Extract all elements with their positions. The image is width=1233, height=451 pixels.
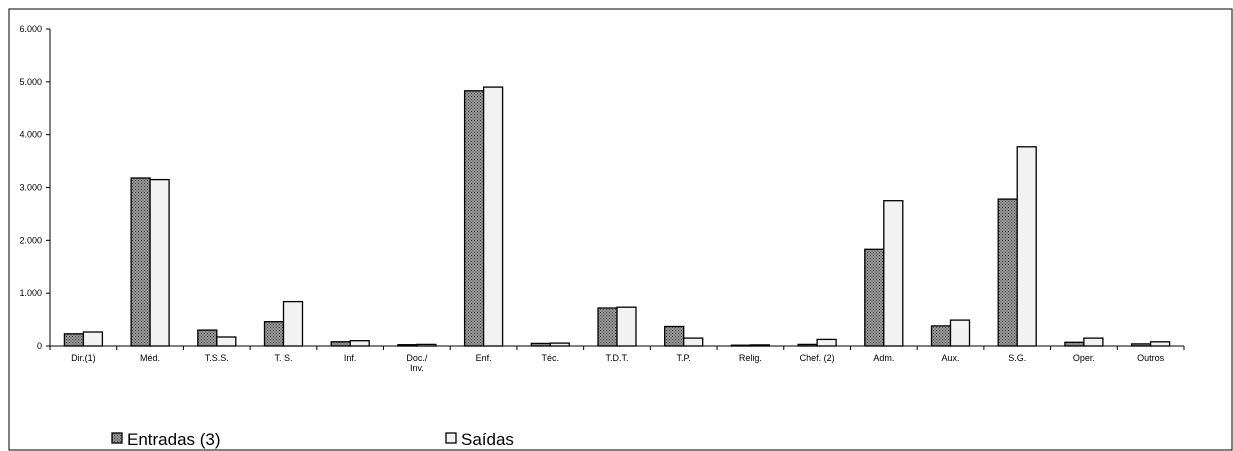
- bar-saidas: [149, 178, 170, 347]
- x-category-label: T. S.: [274, 353, 292, 363]
- legend-swatch: [111, 432, 123, 444]
- x-category-label: Aux.: [942, 353, 960, 363]
- bar-entradas: [263, 321, 285, 347]
- x-category-label: T.S.S.: [205, 353, 229, 363]
- chart-border: [8, 8, 1233, 451]
- y-tick-label: 5.000: [19, 77, 42, 87]
- bar-entradas: [130, 177, 151, 347]
- bar-saidas: [482, 86, 504, 347]
- bar-saidas: [683, 337, 704, 347]
- bar-entradas: [864, 248, 885, 347]
- x-category-label: Méd.: [140, 353, 160, 363]
- x-category-label: S.G.: [1008, 353, 1026, 363]
- y-tick-label: 4.000: [19, 130, 42, 140]
- y-tick-label: 1.000: [19, 288, 42, 298]
- x-category-label: Téc.: [542, 353, 560, 363]
- bar-saidas: [416, 343, 437, 347]
- y-tick-label: 2.000: [19, 235, 42, 245]
- bar-entradas: [530, 342, 551, 347]
- bar-entradas: [797, 343, 818, 347]
- x-category-label: Relig.: [739, 353, 762, 363]
- bar-entradas: [63, 333, 85, 347]
- y-tick-label: 3.000: [19, 183, 42, 193]
- legend-swatch: [445, 432, 457, 444]
- bar-entradas: [664, 325, 685, 347]
- bar-entradas: [330, 341, 351, 347]
- x-category-label: Doc./: [406, 353, 428, 363]
- legend-label: Saídas: [461, 430, 514, 449]
- bar-entradas: [1130, 343, 1152, 347]
- bar-saidas: [1149, 341, 1171, 347]
- legend: Entradas (3) Saídas: [111, 430, 514, 449]
- x-category-label: Outros: [1137, 353, 1165, 363]
- bar-saidas: [1083, 337, 1104, 347]
- bar-entradas: [730, 344, 752, 347]
- bar-entradas: [463, 90, 485, 347]
- bar-saidas: [949, 319, 971, 347]
- bar-saidas: [749, 344, 771, 347]
- bar-saidas: [883, 200, 904, 347]
- bar-entradas: [197, 329, 218, 347]
- y-tick-label: 6.000: [19, 24, 42, 34]
- bar-entradas: [397, 344, 418, 347]
- x-category-label: Enf.: [476, 353, 492, 363]
- axes: 0 1.000 2.000 3.000 4.000 5.000 6.000 Dir.(1) Mé…: [19, 24, 1185, 373]
- bar-saidas: [816, 338, 837, 347]
- bar-saidas: [216, 336, 237, 347]
- legend-label: Entradas (3): [127, 430, 221, 449]
- x-category-label: Dir.(1): [71, 353, 96, 363]
- bar-entradas: [997, 198, 1018, 347]
- bars: [63, 86, 1171, 347]
- bar-entradas: [597, 307, 618, 347]
- bar-entradas: [1064, 341, 1085, 347]
- bar-saidas: [282, 300, 304, 347]
- bar-saidas: [549, 342, 570, 347]
- x-category-label: T.P.: [677, 353, 691, 363]
- x-category-label: Inv.: [410, 363, 424, 373]
- bar-saidas: [616, 306, 637, 347]
- y-tick-label: 0: [37, 341, 42, 351]
- x-category-label: Adm.: [873, 353, 894, 363]
- x-category-label: T.D.T.: [605, 353, 628, 363]
- bar-saidas: [82, 331, 104, 347]
- x-category-label: Oper.: [1073, 353, 1095, 363]
- bar-saidas: [1016, 146, 1037, 347]
- bar-saidas: [349, 340, 370, 347]
- x-category-label: Chef. (2): [800, 353, 835, 363]
- x-category-label: Inf.: [344, 353, 357, 363]
- bar-entradas: [930, 325, 952, 347]
